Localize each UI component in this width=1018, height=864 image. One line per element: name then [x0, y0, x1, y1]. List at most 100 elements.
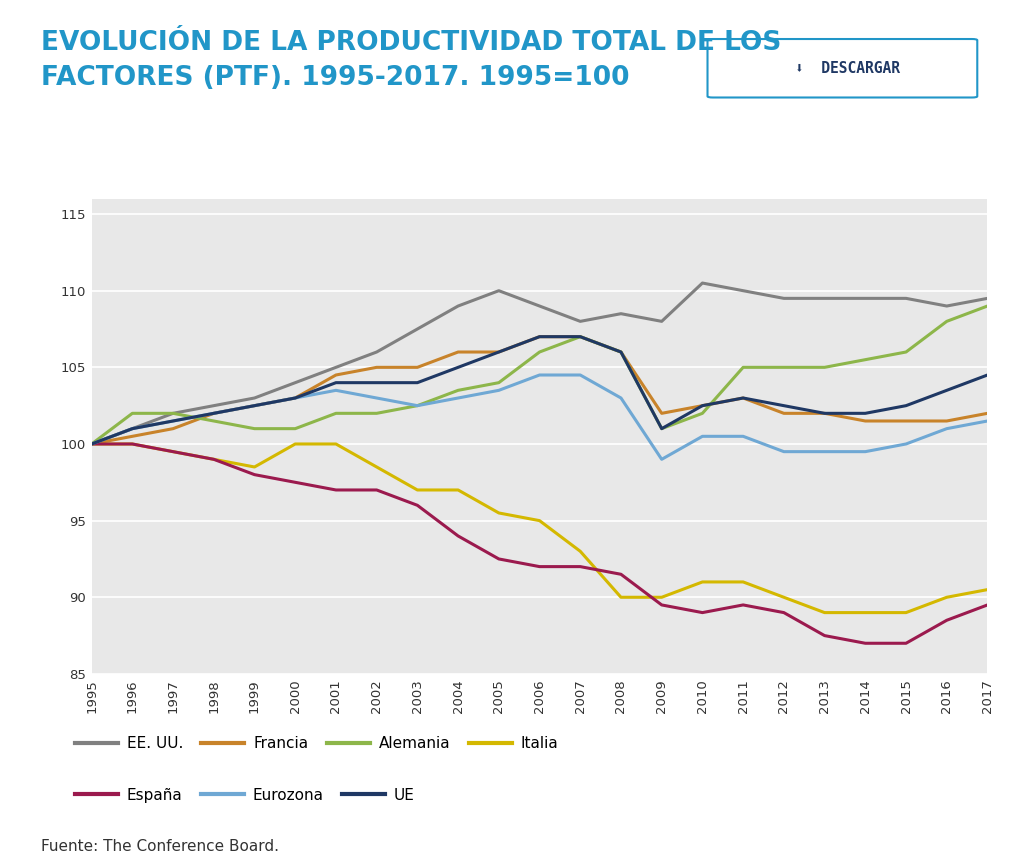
España [981, 600, 994, 610]
EE. UU. [330, 362, 342, 372]
UE [126, 423, 138, 434]
Eurozona [371, 393, 383, 403]
Eurozona [533, 370, 546, 380]
Alemania [900, 346, 912, 357]
España [493, 554, 505, 564]
EE. UU. [737, 285, 749, 295]
Francia [208, 408, 220, 418]
España [452, 530, 464, 541]
España [900, 638, 912, 649]
Eurozona [86, 439, 98, 449]
EE. UU. [208, 401, 220, 411]
Text: EVOLUCIÓN DE LA PRODUCTIVIDAD TOTAL DE LOS: EVOLUCIÓN DE LA PRODUCTIVIDAD TOTAL DE L… [41, 30, 781, 56]
Italia [167, 447, 179, 457]
España [289, 477, 301, 487]
España [574, 562, 586, 572]
UE [656, 423, 668, 434]
Alemania [574, 332, 586, 342]
Line: UE: UE [92, 337, 987, 444]
EE. UU. [696, 278, 709, 289]
Alemania [656, 423, 668, 434]
España [737, 600, 749, 610]
Line: Eurozona: Eurozona [92, 375, 987, 460]
Italia [818, 607, 831, 618]
Francia [371, 362, 383, 372]
Italia [981, 584, 994, 594]
FancyBboxPatch shape [708, 39, 977, 98]
Francia [818, 408, 831, 418]
España [371, 485, 383, 495]
Alemania [86, 439, 98, 449]
Italia [86, 439, 98, 449]
España [696, 607, 709, 618]
EE. UU. [248, 393, 261, 403]
EE. UU. [289, 378, 301, 388]
Francia [859, 416, 871, 426]
EE. UU. [941, 301, 953, 311]
UE [778, 401, 790, 411]
UE [737, 393, 749, 403]
UE [981, 370, 994, 380]
UE [167, 416, 179, 426]
UE [615, 346, 627, 357]
Alemania [248, 423, 261, 434]
Line: Francia: Francia [92, 337, 987, 444]
Francia [778, 408, 790, 418]
Francia [86, 439, 98, 449]
UE [289, 393, 301, 403]
Francia [330, 370, 342, 380]
Alemania [493, 378, 505, 388]
Italia [126, 439, 138, 449]
Eurozona [126, 423, 138, 434]
Eurozona [737, 431, 749, 442]
Italia [411, 485, 423, 495]
Alemania [208, 416, 220, 426]
Eurozona [289, 393, 301, 403]
Eurozona [330, 385, 342, 396]
Line: EE. UU.: EE. UU. [92, 283, 987, 444]
UE [533, 332, 546, 342]
Eurozona [818, 447, 831, 457]
Italia [696, 577, 709, 588]
Eurozona [493, 385, 505, 396]
Text: FACTORES (PTF). 1995-2017. 1995=100: FACTORES (PTF). 1995-2017. 1995=100 [41, 65, 629, 91]
EE. UU. [126, 423, 138, 434]
Italia [330, 439, 342, 449]
EE. UU. [818, 293, 831, 303]
España [615, 569, 627, 580]
España [248, 469, 261, 480]
Italia [493, 508, 505, 518]
Eurozona [900, 439, 912, 449]
EE. UU. [656, 316, 668, 327]
UE [859, 408, 871, 418]
Eurozona [656, 454, 668, 465]
España [859, 638, 871, 649]
EE. UU. [615, 308, 627, 319]
Francia [941, 416, 953, 426]
EE. UU. [371, 346, 383, 357]
Alemania [818, 362, 831, 372]
EE. UU. [411, 324, 423, 334]
UE [696, 401, 709, 411]
Line: España: España [92, 444, 987, 644]
España [656, 600, 668, 610]
UE [900, 401, 912, 411]
Italia [289, 439, 301, 449]
Italia [859, 607, 871, 618]
UE [330, 378, 342, 388]
EE. UU. [981, 293, 994, 303]
España [167, 447, 179, 457]
Legend: España, Eurozona, UE: España, Eurozona, UE [69, 782, 421, 809]
Legend: EE. UU., Francia, Alemania, Italia: EE. UU., Francia, Alemania, Italia [69, 730, 565, 757]
España [818, 631, 831, 641]
UE [86, 439, 98, 449]
EE. UU. [167, 408, 179, 418]
Italia [371, 461, 383, 472]
UE [208, 408, 220, 418]
Eurozona [208, 408, 220, 418]
España [533, 562, 546, 572]
EE. UU. [778, 293, 790, 303]
Italia [656, 592, 668, 602]
Eurozona [615, 393, 627, 403]
Eurozona [778, 447, 790, 457]
